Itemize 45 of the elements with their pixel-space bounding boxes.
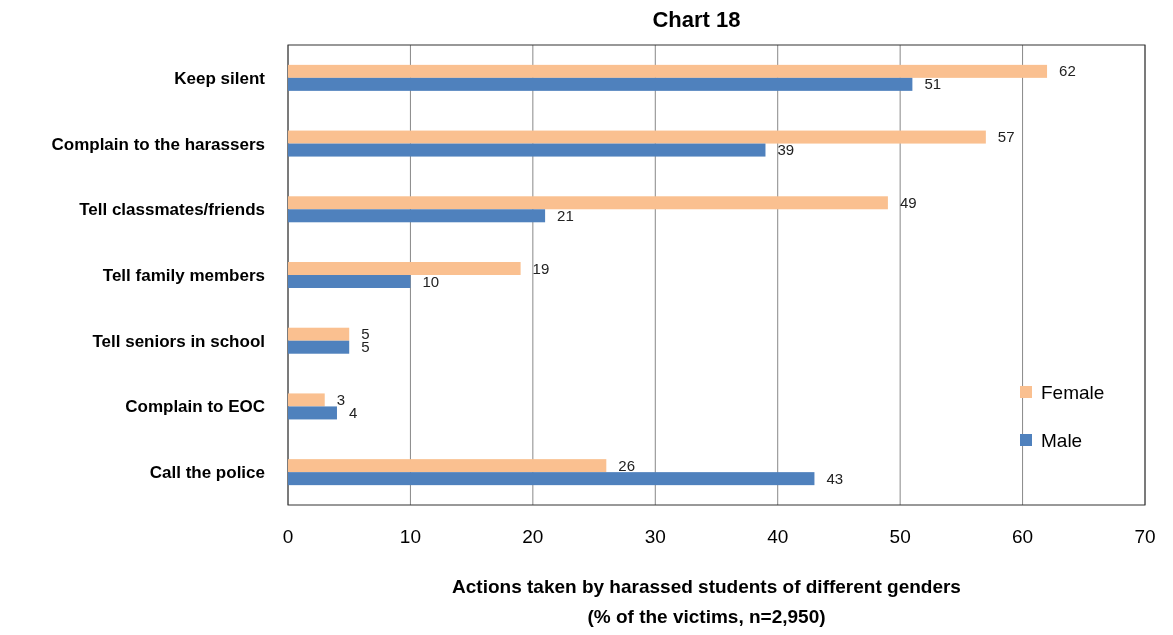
x-tick-label: 60 (1012, 526, 1034, 547)
y-tick-label: Tell seniors in school (92, 331, 265, 351)
bar (288, 327, 350, 341)
x-tick-label: 30 (644, 526, 666, 547)
bar (288, 393, 325, 407)
y-tick-label: Complain to the harassers (51, 134, 265, 154)
y-tick-label: Tell family members (102, 266, 265, 285)
x-tick-label: 10 (399, 526, 421, 547)
data-label: 39 (777, 141, 795, 159)
bar (288, 472, 815, 486)
y-tick-label: Tell classmates/friends (79, 200, 265, 220)
data-label: 21 (557, 206, 574, 224)
data-label: 43 (826, 469, 844, 487)
data-label: 62 (1059, 62, 1076, 80)
bar (288, 262, 521, 275)
x-tick-label: 50 (889, 526, 911, 547)
x-tick-label: 20 (522, 526, 544, 547)
bar (288, 406, 337, 420)
data-label: 51 (924, 75, 942, 93)
bar (288, 77, 913, 91)
bar (288, 459, 607, 473)
chart-title: Chart 18 (652, 7, 741, 32)
legend-label: Male (1041, 430, 1083, 451)
legend-label: Female (1041, 382, 1105, 403)
bar (288, 209, 546, 223)
x-tick-label: 70 (1134, 526, 1156, 547)
y-tick-label: Keep silent (174, 68, 266, 88)
bar (288, 340, 350, 354)
data-label: 57 (997, 128, 1015, 146)
x-tick-label: 40 (767, 526, 789, 547)
bar (288, 130, 986, 144)
data-label: 49 (899, 193, 917, 211)
bar (288, 275, 411, 288)
data-label: 10 (422, 272, 440, 290)
bar (288, 196, 888, 210)
x-axis-title: Actions taken by harassed students of different genders (% of the victims, n=2,950) (452, 576, 961, 627)
data-label: 26 (618, 456, 635, 474)
y-tick-label: Call the police (149, 463, 265, 483)
bar (288, 64, 1048, 78)
bar (288, 143, 766, 157)
data-label: 3 (336, 390, 346, 408)
data-label: 19 (532, 259, 550, 277)
data-label: 4 (348, 403, 358, 421)
x-tick-label: 0 (282, 526, 294, 547)
y-tick-label: Complain to EOC (125, 397, 265, 417)
